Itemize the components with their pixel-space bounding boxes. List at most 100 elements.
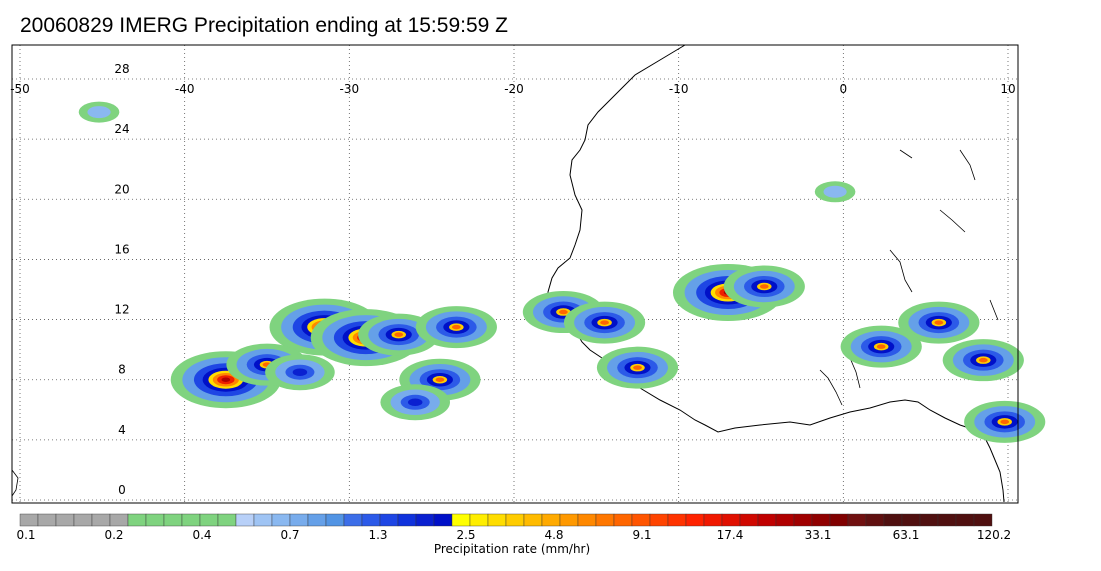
colorbar-swatch [703,513,723,527]
colorbar-swatch [397,513,417,527]
colorbar-swatch [469,513,489,527]
colorbar-tick-label: 0.7 [280,528,300,542]
colorbar-tick-label: 33.1 [804,528,832,542]
colorbar-tick-label: 2.5 [456,528,476,542]
colorbar-swatch [775,513,795,527]
map-title: 20060829 IMERG Precipitation ending at 1… [20,14,508,37]
colorbar-swatch [505,513,525,527]
precip-contour [823,185,847,198]
inland-features [819,149,999,406]
precip-contour [407,398,423,407]
precip-contour [1000,419,1010,425]
colorbar-swatch [19,513,39,527]
western-small-land [11,469,19,497]
lat-tick-label: 24 [114,122,129,136]
colorbar-swatch [127,513,147,527]
colorbar-swatch [271,513,291,527]
precip-contour [221,377,231,382]
colorbar-swatch [937,513,957,527]
lat-tick-label: 12 [114,303,129,317]
colorbar-title: Precipitation rate (mm/hr) [433,542,591,556]
colorbar-tick-label: 63.1 [892,528,920,542]
lat-tick-label: 4 [118,423,126,437]
colorbar-swatch [901,513,921,527]
colorbar-swatch [631,513,651,527]
colorbar-swatch [721,513,741,527]
colorbar-tick-label: 1.3 [368,528,388,542]
colorbar-swatch [955,513,975,527]
precip-cell [964,400,1046,443]
colorbar-swatch [307,513,327,527]
colorbar-swatch [739,513,759,527]
precip-cell [840,325,922,368]
colorbar-swatch [613,513,633,527]
colorbar-tick-label: 17.4 [716,528,744,542]
precip-cell [814,181,856,203]
colorbar-swatch [793,513,813,527]
lon-tick-label: 10 [1000,82,1015,96]
colorbar-swatch [883,513,903,527]
colorbar-swatch [235,513,255,527]
precip-cell [723,265,805,308]
colorbar-swatch [685,513,705,527]
colorbar-swatch [757,513,777,527]
precip-cell [78,101,120,123]
precip-contour [633,365,642,370]
colorbar-tick-label: 9.1 [632,528,652,542]
lat-tick-label: 0 [118,483,126,497]
colorbar-swatch [523,513,543,527]
precip-contour [600,320,609,325]
precip-contour [934,320,944,325]
lon-tick-label: -40 [175,82,195,96]
colorbar-swatch [73,513,93,527]
colorbar-swatch [829,513,849,527]
map-frame [11,44,1019,504]
colorbar-swatch [577,513,597,527]
colorbar-swatch [487,513,507,527]
colorbar-swatch [847,513,867,527]
colorbar-tick-label: 0.1 [16,528,36,542]
precip-cell [399,358,481,401]
graticule-grid [12,45,1018,503]
colorbar-swatch [199,513,219,527]
lon-tick-label: 0 [840,82,848,96]
lon-tick-label: -30 [340,82,360,96]
lat-tick-label: 20 [114,182,129,196]
colorbar-swatch [595,513,615,527]
colorbar-swatch [253,513,273,527]
colorbar-swatch [541,513,561,527]
colorbar-swatch [811,513,831,527]
precip-contour [292,368,308,376]
colorbar-swatch [91,513,111,527]
axis-tick-labels: -50 -40 -30 -20 -10 0 10 28 24 20 16 12 8 4 0 [10,62,1015,497]
colorbar-swatch [919,513,939,527]
lon-tick-label: -10 [669,82,689,96]
colorbar-tick-label: 4.8 [544,528,564,542]
precip-contour [559,309,568,315]
colorbar-swatch [325,513,345,527]
lon-tick-label: -20 [504,82,524,96]
lon-tick-label: -50 [10,82,30,96]
colorbar-swatch [181,513,201,527]
precip-contour [435,377,445,382]
precip-cell [563,301,646,344]
colorbar-swatch [451,513,471,527]
precipitation-field [78,101,1046,443]
precip-cell [380,384,451,421]
precip-contour [876,344,886,349]
precip-cell [942,339,1024,382]
colorbar-swatch [37,513,57,527]
precip-cell [596,346,679,389]
colorbar-swatch [343,513,363,527]
precip-cell [265,354,335,391]
colorbar-swatch [163,513,183,527]
lat-tick-label: 8 [118,363,126,377]
lat-tick-label: 16 [114,242,129,256]
colorbar-tick-label: 0.2 [104,528,124,542]
colorbar-swatch [649,513,669,527]
precip-contour [452,324,461,330]
colorbar-swatch [433,513,453,527]
lat-tick-label: 28 [114,62,129,76]
colorbar-swatch [289,513,309,527]
